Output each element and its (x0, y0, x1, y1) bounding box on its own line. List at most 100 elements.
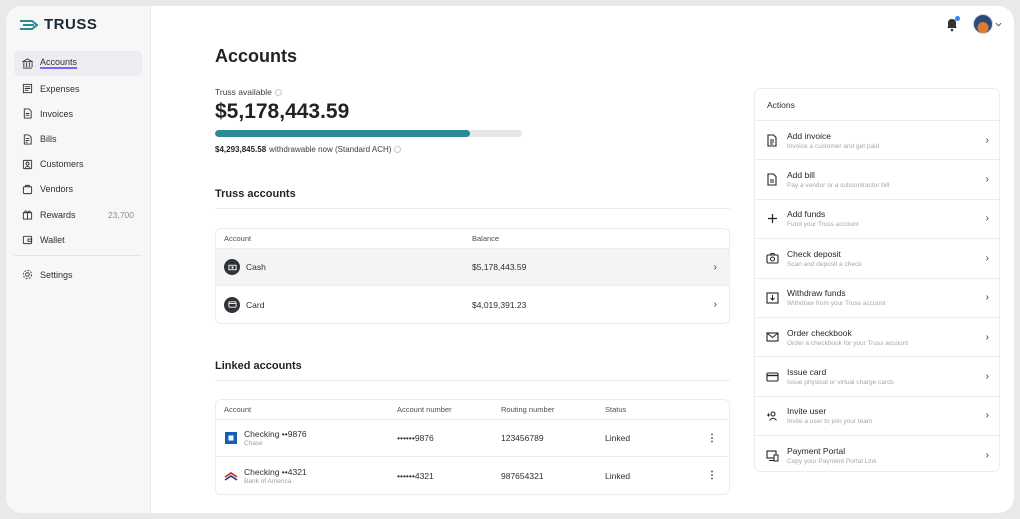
sidebar-item-label: Invoices (40, 108, 74, 119)
cash-icon (224, 259, 240, 275)
mail-icon (765, 330, 779, 344)
action-title: Invite user (787, 406, 827, 417)
chevron-right-icon[interactable]: › (713, 299, 717, 310)
sidebar-item-label: Vendors (40, 184, 74, 195)
portal-icon (765, 449, 779, 463)
action-title: Issue card (787, 367, 827, 378)
sidebar-item-settings[interactable]: Settings (14, 262, 142, 287)
notifications-button[interactable] (945, 16, 960, 32)
available-amount: $5,178,443.59 (215, 100, 350, 123)
chevron-right-icon: › (985, 252, 989, 264)
chevron-right-icon: › (985, 410, 989, 422)
card-icon (224, 296, 240, 313)
table-row-card[interactable]: Card $4,019,391.23 › (216, 286, 729, 323)
withdrawable-text: withdrawable now (Standard ACH) (269, 145, 392, 154)
invoice-icon (20, 107, 34, 121)
info-icon[interactable] (274, 88, 282, 96)
status-badge: Linked (605, 470, 631, 481)
sidebar-item-vendors[interactable]: Vendors (14, 177, 142, 202)
action-add-funds[interactable]: Add funds Fund your Truss account › (755, 200, 999, 240)
available-progress-bar (215, 130, 522, 137)
action-add-invoice[interactable]: Add invoice Invoice a customer and get pa… (755, 121, 999, 161)
account-balance: $4,019,391.23 (472, 299, 527, 310)
account-name: Cash (246, 262, 266, 272)
truss-logo-icon (20, 19, 39, 30)
chevron-right-icon: › (985, 450, 989, 462)
chevron-right-icon: › (985, 292, 989, 304)
sidebar-item-label: Bills (40, 134, 57, 145)
action-invite-user[interactable]: Invite user Invite a user to join your te… (755, 397, 999, 437)
bank-name: Chase (244, 440, 263, 447)
sidebar-item-label: Wallet (40, 234, 65, 245)
chase-logo-icon (225, 432, 237, 444)
action-description: Withdraw from your Truss account (787, 300, 886, 308)
action-withdraw-funds[interactable]: Withdraw funds Withdraw from your Truss a… (755, 279, 999, 318)
table-row[interactable]: Checking ••9876 Chase ••••••9876 1234567… (216, 420, 729, 457)
customers-icon (20, 157, 34, 171)
gear-icon (20, 268, 34, 282)
user-menu[interactable] (973, 14, 1002, 34)
routing-number: 987654321 (501, 470, 544, 481)
account-name: Card (246, 299, 265, 310)
truss-accounts-table: Account Balance Cash $5,178,443.59 › Car… (215, 228, 730, 324)
invoice-icon (765, 133, 779, 147)
sidebar: TRUSS Accounts Expenses Invoices Bills C… (6, 6, 151, 513)
withdrawable-row: $4,293,845.58 withdrawable now (Standard… (215, 145, 402, 154)
action-description: Copy your Payment Portal Link (787, 458, 877, 466)
action-check-deposit[interactable]: Check deposit Scan and deposit a check › (755, 239, 999, 279)
column-header-status: Status (605, 405, 627, 414)
action-title: Payment Portal (787, 446, 846, 457)
action-description: Issue physical or virtual charge cards (787, 379, 894, 387)
sidebar-item-wallet[interactable]: Wallet (14, 227, 142, 252)
column-header-account-number: Account number (397, 405, 452, 414)
logo[interactable]: TRUSS (18, 16, 97, 33)
sidebar-item-rewards[interactable]: Rewards 23,700 (14, 202, 142, 227)
account-name: Checking ••9876 (244, 429, 307, 439)
action-description: Pay a vendor or a subcontractor bill (787, 182, 890, 190)
receipt-icon (20, 82, 34, 96)
table-row-cash[interactable]: Cash $5,178,443.59 › (216, 249, 729, 286)
chevron-right-icon: › (985, 134, 989, 146)
avatar (973, 14, 993, 34)
linked-accounts-table: Account Account number Routing number St… (215, 399, 730, 495)
account-cell: Card (224, 296, 265, 313)
chevron-right-icon[interactable]: › (713, 261, 717, 273)
sidebar-item-customers[interactable]: Customers (14, 152, 142, 177)
bank-of-america-logo-icon (224, 471, 238, 481)
bill-icon (765, 173, 779, 187)
account-number: ••••••4321 (397, 470, 434, 481)
column-header-routing-number: Routing number (501, 405, 555, 414)
sidebar-item-label: Expenses (40, 83, 80, 94)
rewards-count: 23,700 (108, 209, 134, 220)
action-title: Add bill (787, 170, 815, 181)
account-name: Checking ••4321 (244, 466, 307, 477)
section-divider (215, 380, 730, 381)
info-icon[interactable] (394, 146, 402, 153)
table-row[interactable]: Checking ••4321 Bank of America ••••••43… (216, 457, 729, 494)
action-description: Invite a user to join your team (787, 418, 873, 426)
more-options-icon[interactable]: ⋮ (707, 432, 717, 444)
action-add-bill[interactable]: Add bill Pay a vendor or a subcontractor … (755, 160, 999, 200)
brand-name: TRUSS (44, 16, 98, 33)
sidebar-item-accounts[interactable]: Accounts (14, 51, 142, 76)
action-order-checkbook[interactable]: Order checkbook Order a checkbook for you… (755, 318, 999, 358)
more-options-icon[interactable]: ⋮ (707, 470, 717, 481)
available-label: Truss available (215, 87, 272, 97)
section-divider (215, 208, 730, 209)
app-window: TRUSS Accounts Expenses Invoices Bills C… (6, 6, 1014, 513)
account-cell: Cash (224, 259, 266, 275)
sidebar-item-label: Customers (40, 159, 84, 170)
action-payment-portal[interactable]: Payment Portal Copy your Payment Portal L… (755, 436, 999, 475)
action-issue-card[interactable]: Issue card Issue physical or virtual char… (755, 357, 999, 397)
sidebar-item-invoices[interactable]: Invoices (14, 101, 142, 126)
bank-icon (20, 57, 34, 71)
available-label-row: Truss available (215, 87, 282, 97)
notification-dot (955, 16, 960, 21)
bank-name: Bank of America (244, 477, 292, 485)
sidebar-item-expenses[interactable]: Expenses (14, 76, 142, 101)
sidebar-item-bills[interactable]: Bills (14, 127, 142, 152)
chevron-right-icon: › (985, 174, 989, 186)
action-title: Order checkbook (787, 327, 852, 338)
action-title: Add funds (787, 209, 826, 220)
table-header: Account Account number Routing number St… (216, 400, 729, 420)
